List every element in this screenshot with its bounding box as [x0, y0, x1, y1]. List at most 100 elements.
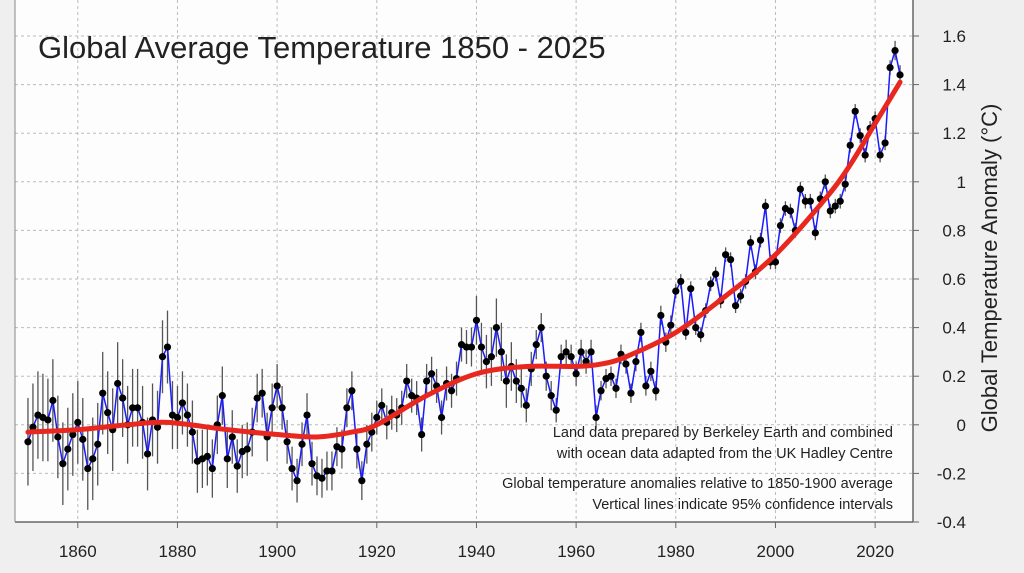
data-point	[253, 394, 261, 402]
data-point	[79, 435, 87, 443]
data-point	[672, 287, 680, 295]
data-point	[69, 430, 77, 439]
data-point	[487, 353, 496, 361]
data-point	[786, 207, 795, 215]
data-point	[557, 353, 565, 361]
data-point	[114, 379, 122, 388]
data-point	[537, 324, 545, 332]
data-point	[343, 404, 351, 412]
data-point	[163, 343, 172, 351]
data-point	[328, 467, 336, 475]
y-tick-label: 0.4	[942, 319, 966, 338]
x-tick-label: 1920	[358, 542, 396, 561]
annotation-source-1: Land data prepared by Berkeley Earth and…	[553, 425, 893, 441]
data-point	[353, 445, 361, 453]
data-point	[273, 382, 281, 390]
data-point	[104, 409, 112, 417]
data-point	[727, 255, 735, 264]
y-tick-label: 1.4	[942, 76, 966, 95]
data-point	[94, 440, 102, 448]
annotation-source-2: with ocean data adapted from the UK Hadl…	[556, 446, 893, 462]
data-point	[532, 341, 540, 349]
data-point	[547, 392, 555, 400]
data-point	[896, 71, 904, 79]
data-point	[517, 384, 525, 392]
data-point	[203, 452, 211, 460]
data-point	[522, 401, 530, 409]
data-point	[597, 387, 605, 395]
data-point	[746, 238, 755, 247]
data-point	[482, 358, 491, 366]
data-point	[119, 394, 127, 402]
data-point	[99, 389, 107, 397]
data-point	[268, 404, 276, 412]
x-tick-label: 1960	[557, 542, 595, 561]
data-point	[472, 316, 481, 324]
data-point	[771, 258, 780, 266]
y-tick-label: 1.6	[942, 27, 966, 46]
data-point	[712, 270, 720, 278]
data-point	[173, 413, 182, 422]
data-point	[881, 139, 889, 147]
data-point	[647, 367, 655, 375]
data-point	[293, 477, 301, 485]
data-point	[577, 348, 585, 356]
plot-area	[15, 0, 913, 522]
data-point	[223, 455, 231, 463]
data-point	[129, 404, 137, 412]
y-tick-label: 0	[957, 416, 966, 435]
data-point	[188, 428, 197, 436]
data-point	[288, 464, 296, 473]
data-point	[258, 389, 266, 397]
data-point	[278, 404, 286, 412]
data-point	[831, 202, 839, 210]
data-point	[796, 185, 804, 193]
data-point	[836, 197, 844, 205]
data-point	[338, 445, 346, 453]
data-point	[218, 392, 226, 400]
data-point	[731, 302, 740, 310]
data-point	[153, 423, 162, 431]
data-point	[572, 370, 580, 378]
data-point	[228, 433, 236, 441]
data-point	[44, 416, 52, 424]
data-point	[373, 413, 381, 422]
x-ticks: 1860 1880 1900 1920 1940 1960 1980 2000 2020	[59, 522, 894, 561]
data-point	[846, 141, 854, 149]
data-point	[652, 387, 660, 395]
data-point	[692, 324, 700, 332]
data-point	[876, 151, 884, 159]
data-point	[89, 455, 97, 463]
data-point	[736, 292, 745, 300]
data-point	[851, 107, 859, 115]
data-point	[542, 372, 550, 380]
data-point	[761, 202, 770, 210]
data-point	[64, 445, 72, 453]
data-point	[722, 251, 730, 259]
data-point	[29, 423, 37, 431]
y-tick-label: -0.2	[937, 464, 966, 483]
data-point	[428, 370, 436, 378]
data-point	[801, 197, 809, 205]
y-tick-label: 0.6	[942, 270, 966, 289]
data-point	[358, 477, 366, 485]
x-tick-label: 2000	[757, 542, 795, 561]
data-point	[84, 464, 92, 473]
y-tick-label: 1.2	[942, 124, 966, 143]
data-point	[74, 418, 82, 426]
data-point	[592, 413, 600, 422]
data-point	[677, 277, 685, 286]
data-point	[622, 360, 630, 368]
data-point	[183, 411, 192, 419]
data-point	[657, 311, 665, 320]
data-point	[637, 328, 645, 337]
data-point	[208, 464, 216, 473]
y-ticks: -0.4 -0.2 0 0.2 0.4 0.6 0.8 1 1.2 1.4 1.6	[913, 27, 966, 532]
data-point	[826, 207, 834, 215]
chart-title: Global Average Temperature 1850 - 2025	[38, 30, 606, 65]
data-point	[821, 178, 829, 186]
data-point	[298, 440, 306, 448]
data-point	[24, 438, 32, 446]
